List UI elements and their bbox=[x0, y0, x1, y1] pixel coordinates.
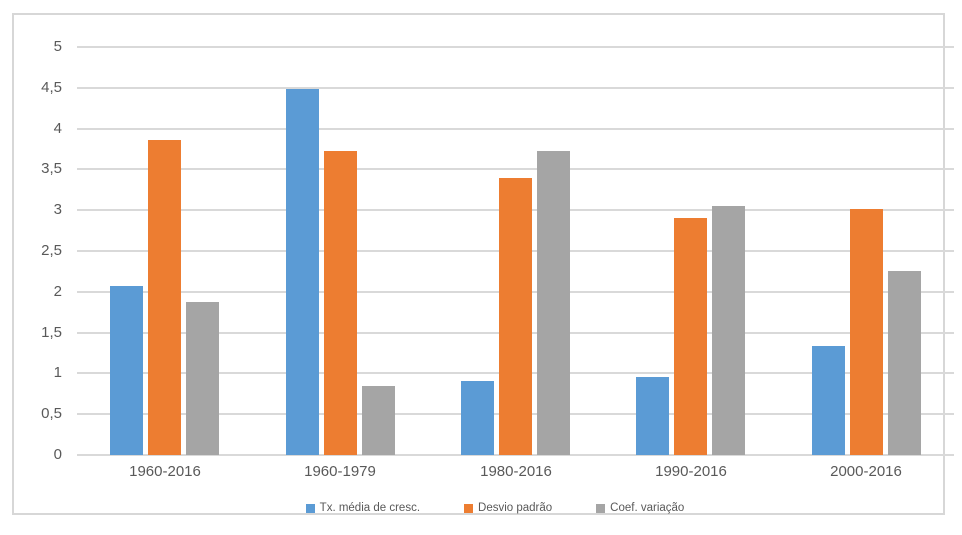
x-axis-category-label: 1980-2016 bbox=[480, 463, 552, 480]
chart-frame: 0 0,5 1 1,5 2 2,5 3 3,5 4 4,5 5 1960-2016 1960-1979… bbox=[12, 13, 954, 515]
bar-series2-2000-2016 bbox=[850, 209, 883, 455]
bar-series3-1960-1979 bbox=[362, 386, 395, 455]
bar-series2-1980-2016 bbox=[499, 178, 532, 455]
gridline bbox=[77, 46, 954, 48]
y-axis-tick-label: 3,5 bbox=[41, 160, 62, 178]
legend-item-series3: Coef. variação bbox=[596, 502, 684, 515]
y-axis-tick-label: 2,5 bbox=[41, 242, 62, 259]
legend-color-swatch-icon bbox=[464, 504, 474, 513]
y-axis-tick-label: 4,5 bbox=[41, 78, 62, 96]
bar-series1-1980-2016 bbox=[461, 381, 494, 455]
y-axis-tick-label: 5 bbox=[53, 38, 62, 55]
y-axis-tick-label: 3 bbox=[53, 201, 62, 219]
y-axis-tick-label: 1 bbox=[53, 364, 62, 382]
bar-series2-1960-2016 bbox=[148, 140, 181, 455]
plot-area bbox=[77, 46, 954, 456]
bar-series2-1990-2016 bbox=[674, 218, 707, 455]
gridline bbox=[77, 168, 954, 171]
bar-series3-1960-2016 bbox=[186, 302, 219, 455]
x-axis-category-label: 1960-1979 bbox=[304, 463, 376, 480]
gridline bbox=[77, 86, 954, 89]
legend-color-swatch-icon bbox=[305, 504, 315, 513]
legend-item-series2: Desvio padrão bbox=[464, 502, 552, 515]
y-axis-tick-label: 4 bbox=[53, 119, 62, 137]
legend-label: Desvio padrão bbox=[478, 502, 553, 514]
x-axis-category-label: 1960-2016 bbox=[129, 463, 201, 480]
y-axis-tick-label: 0,5 bbox=[41, 405, 62, 423]
bar-series2-1960-1979 bbox=[324, 151, 357, 455]
legend-color-swatch-icon bbox=[596, 504, 606, 513]
bar-series3-1990-2016 bbox=[712, 206, 745, 455]
bar-series3-1980-2016 bbox=[537, 151, 570, 455]
legend: Tx. média de cresc. Desvio padrão Coef. va… bbox=[14, 502, 962, 515]
y-axis: 0 0,5 1 1,5 2 2,5 3 3,5 4 4,5 5 bbox=[14, 38, 62, 463]
bar-series1-1990-2016 bbox=[636, 377, 669, 455]
gridline bbox=[77, 127, 954, 130]
legend-label: Coef. variação bbox=[610, 502, 685, 514]
x-axis: 1960-2016 1960-1979 1980-2016 1990-2016 2000… bbox=[77, 462, 954, 486]
bar-series1-2000-2016 bbox=[812, 346, 845, 455]
y-axis-tick-label: 0 bbox=[53, 446, 62, 463]
y-axis-tick-label: 1,5 bbox=[41, 323, 62, 341]
legend-item-series1: Tx. média de cresc. bbox=[305, 502, 421, 515]
x-axis-category-label: 1990-2016 bbox=[655, 463, 727, 480]
bar-series3-2000-2016 bbox=[888, 271, 921, 455]
x-axis-category-label: 2000-2016 bbox=[830, 463, 902, 480]
bar-series1-1960-1979 bbox=[286, 89, 319, 455]
legend-label: Tx. média de cresc. bbox=[319, 502, 421, 514]
bar-series1-1960-2016 bbox=[110, 286, 143, 455]
y-axis-tick-label: 2 bbox=[53, 282, 62, 300]
gridline bbox=[77, 454, 954, 456]
